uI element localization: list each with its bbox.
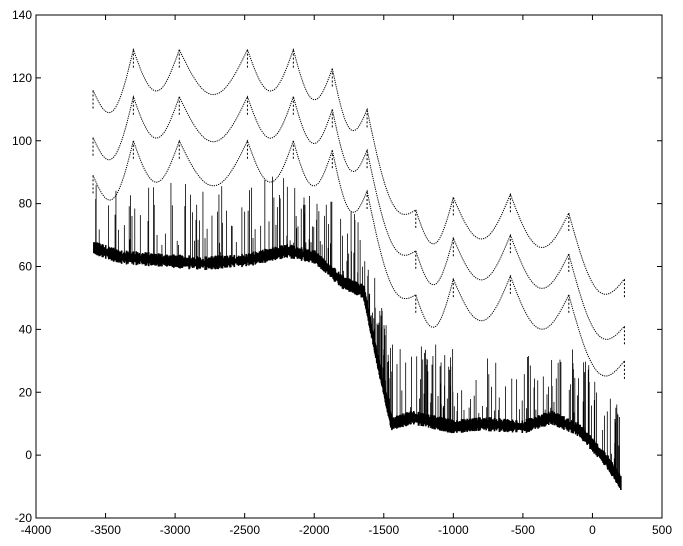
x-tick-label: -4000 xyxy=(21,523,52,537)
plot-area xyxy=(93,50,624,490)
x-tick-label: 0 xyxy=(589,523,596,537)
series-3 xyxy=(93,177,622,490)
y-tick-label: 0 xyxy=(25,448,32,462)
y-tick-label: 100 xyxy=(12,134,32,148)
x-tick-label: -1000 xyxy=(438,523,469,537)
y-tick-label: 120 xyxy=(12,71,32,85)
y-tick-label: 40 xyxy=(19,322,33,336)
y-tick-label: 20 xyxy=(19,385,33,399)
y-tick-label: 60 xyxy=(19,260,33,274)
x-tick-label: -500 xyxy=(511,523,535,537)
x-tick-label: -1500 xyxy=(368,523,399,537)
x-tick-label: -2500 xyxy=(229,523,260,537)
x-tick-label: -2000 xyxy=(299,523,330,537)
x-tick-label: 500 xyxy=(652,523,672,537)
y-axis: -20 0 20 40 60 80 100 120 140 xyxy=(12,8,662,525)
y-tick-label: -20 xyxy=(15,511,33,525)
y-tick-label: 140 xyxy=(12,8,32,22)
y-tick-label: 80 xyxy=(19,197,33,211)
x-tick-label: -3500 xyxy=(90,523,121,537)
x-tick-label: -3000 xyxy=(160,523,191,537)
data-point xyxy=(620,476,622,490)
